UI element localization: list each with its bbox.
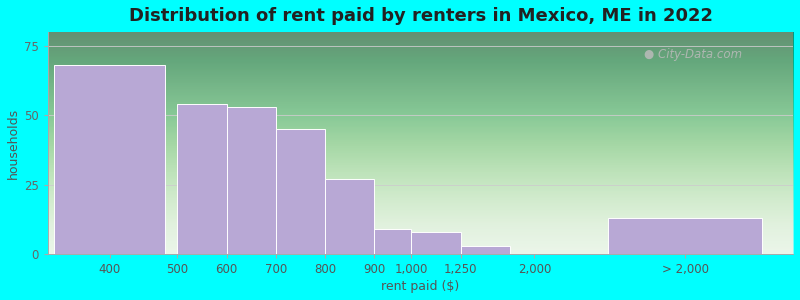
Bar	[226, 107, 276, 254]
Bar	[325, 179, 374, 254]
Bar	[178, 104, 226, 254]
Bar	[411, 232, 461, 254]
Bar	[608, 218, 762, 254]
Bar	[374, 229, 411, 254]
Bar	[276, 129, 325, 254]
Bar	[54, 65, 165, 254]
X-axis label: rent paid ($): rent paid ($)	[382, 280, 460, 293]
Title: Distribution of rent paid by renters in Mexico, ME in 2022: Distribution of rent paid by renters in …	[129, 7, 713, 25]
Y-axis label: households: households	[7, 107, 20, 178]
Bar	[461, 245, 510, 254]
Text: ● City-Data.com: ● City-Data.com	[644, 48, 742, 61]
